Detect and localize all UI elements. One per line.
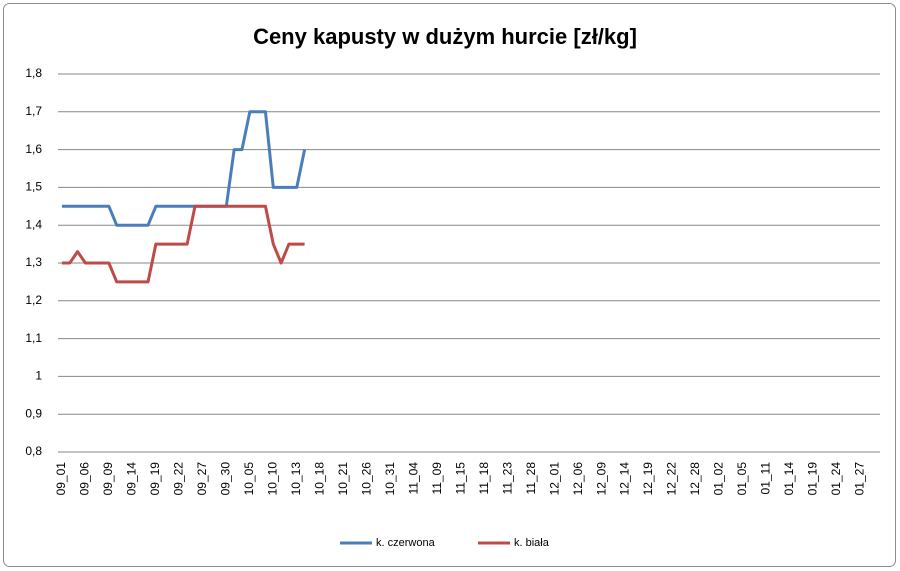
x-tick-label: 01_14 [782, 462, 796, 496]
x-tick-label: 12_19 [641, 462, 655, 496]
x-tick-label: 01_24 [829, 462, 843, 496]
x-tick-label: 01_02 [712, 462, 726, 496]
x-tick-label: 11_23 [500, 462, 514, 495]
y-tick-label: 1,4 [25, 217, 42, 231]
x-tick-label: 11_18 [477, 462, 491, 495]
x-tick-label: 10_26 [359, 462, 373, 496]
legend-label: k. czerwona [376, 537, 436, 549]
series-line [61, 204, 305, 284]
y-tick-label: 1,1 [25, 331, 42, 345]
y-tick-label: 1,2 [25, 293, 42, 307]
x-tick-label: 12_28 [688, 462, 702, 496]
y-tick-label: 0,8 [25, 444, 42, 458]
x-tick-label: 09_09 [101, 462, 115, 496]
x-tick-label: 11_28 [524, 462, 538, 495]
series-line [61, 110, 307, 227]
x-tick-label: 09_01 [54, 462, 68, 496]
x-tick-label: 09_22 [172, 462, 186, 496]
x-tick-label: 01_05 [735, 462, 749, 496]
chart-title: Ceny kapusty w dużym hurcie [zł/kg] [253, 24, 637, 49]
x-tick-label: 09_14 [125, 462, 139, 496]
x-tick-label: 09_06 [78, 462, 92, 496]
x-tick-label: 12_22 [665, 462, 679, 496]
legend-label: k. biała [514, 537, 550, 549]
x-tick-label: 10_21 [336, 462, 350, 496]
x-tick-label: 09_27 [195, 462, 209, 496]
x-tick-label: 12_01 [547, 462, 561, 496]
x-tick-label: 09_30 [218, 462, 232, 496]
x-tick-label: 01_19 [806, 462, 820, 496]
y-tick-label: 0,9 [25, 406, 42, 420]
x-tick-label: 11_15 [453, 462, 467, 495]
y-tick-label: 1,8 [25, 66, 42, 80]
x-tick-label: 12_06 [571, 462, 585, 496]
x-tick-label: 10_31 [383, 462, 397, 496]
x-tick-label: 09_19 [148, 462, 162, 496]
x-tick-label: 10_13 [289, 462, 303, 496]
x-tick-label: 11_09 [430, 462, 444, 495]
x-tick-label: 01_27 [853, 462, 867, 496]
y-tick-label: 1,3 [25, 255, 42, 269]
chart-border [3, 3, 896, 567]
y-tick-label: 1,6 [25, 142, 42, 156]
x-tick-label: 10_10 [265, 462, 279, 496]
y-tick-label: 1 [35, 369, 42, 383]
x-tick-label: 11_04 [406, 462, 420, 495]
x-tick-label: 10_05 [242, 462, 256, 496]
y-tick-label: 1,7 [25, 104, 42, 118]
y-tick-label: 1,5 [25, 180, 42, 194]
x-tick-label: 12_09 [594, 462, 608, 496]
x-tick-label: 10_18 [312, 462, 326, 496]
x-tick-label: 12_14 [618, 462, 632, 496]
x-tick-label: 01_11 [759, 462, 773, 495]
